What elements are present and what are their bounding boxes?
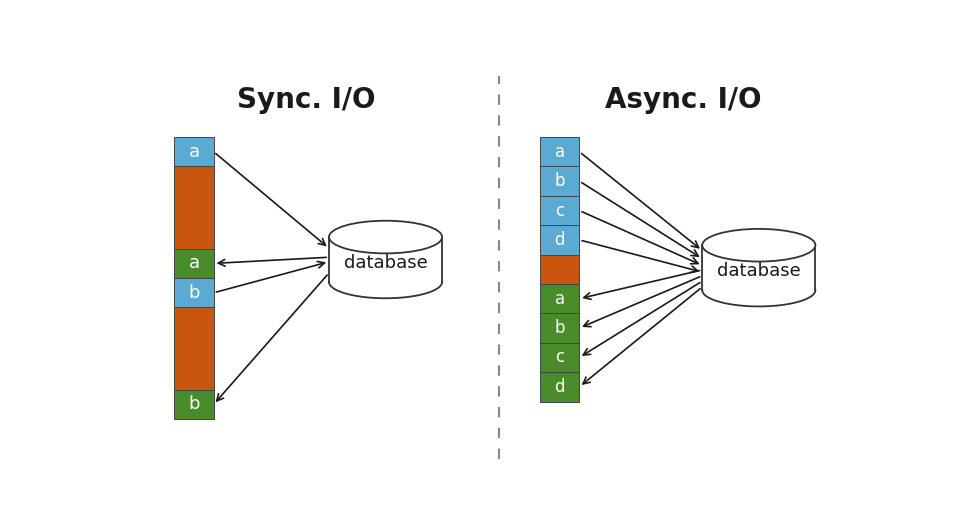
FancyBboxPatch shape <box>329 237 442 282</box>
Text: c: c <box>556 201 564 219</box>
Text: a: a <box>189 143 199 161</box>
FancyBboxPatch shape <box>174 249 214 278</box>
FancyBboxPatch shape <box>174 137 214 166</box>
FancyBboxPatch shape <box>540 372 579 402</box>
Text: a: a <box>555 290 564 308</box>
Text: Async. I/O: Async. I/O <box>605 86 762 114</box>
Text: Sync. I/O: Sync. I/O <box>237 86 376 114</box>
Text: database: database <box>717 262 801 280</box>
Text: b: b <box>555 319 565 337</box>
FancyBboxPatch shape <box>174 390 214 419</box>
Text: d: d <box>555 378 565 396</box>
Text: c: c <box>556 348 564 366</box>
Ellipse shape <box>329 220 442 253</box>
Text: a: a <box>555 143 564 161</box>
FancyBboxPatch shape <box>540 225 579 254</box>
Ellipse shape <box>703 229 815 261</box>
FancyBboxPatch shape <box>540 196 579 225</box>
FancyBboxPatch shape <box>703 245 815 290</box>
Text: b: b <box>555 172 565 190</box>
FancyBboxPatch shape <box>540 254 579 284</box>
FancyBboxPatch shape <box>540 313 579 343</box>
Text: a: a <box>189 254 199 272</box>
FancyBboxPatch shape <box>540 166 579 196</box>
FancyBboxPatch shape <box>540 343 579 372</box>
Text: b: b <box>188 284 199 302</box>
Text: b: b <box>188 395 199 413</box>
FancyBboxPatch shape <box>540 284 579 313</box>
FancyBboxPatch shape <box>174 166 214 249</box>
FancyBboxPatch shape <box>174 307 214 390</box>
Text: database: database <box>343 254 427 272</box>
FancyBboxPatch shape <box>174 278 214 307</box>
Text: d: d <box>555 231 565 249</box>
FancyBboxPatch shape <box>540 137 579 166</box>
